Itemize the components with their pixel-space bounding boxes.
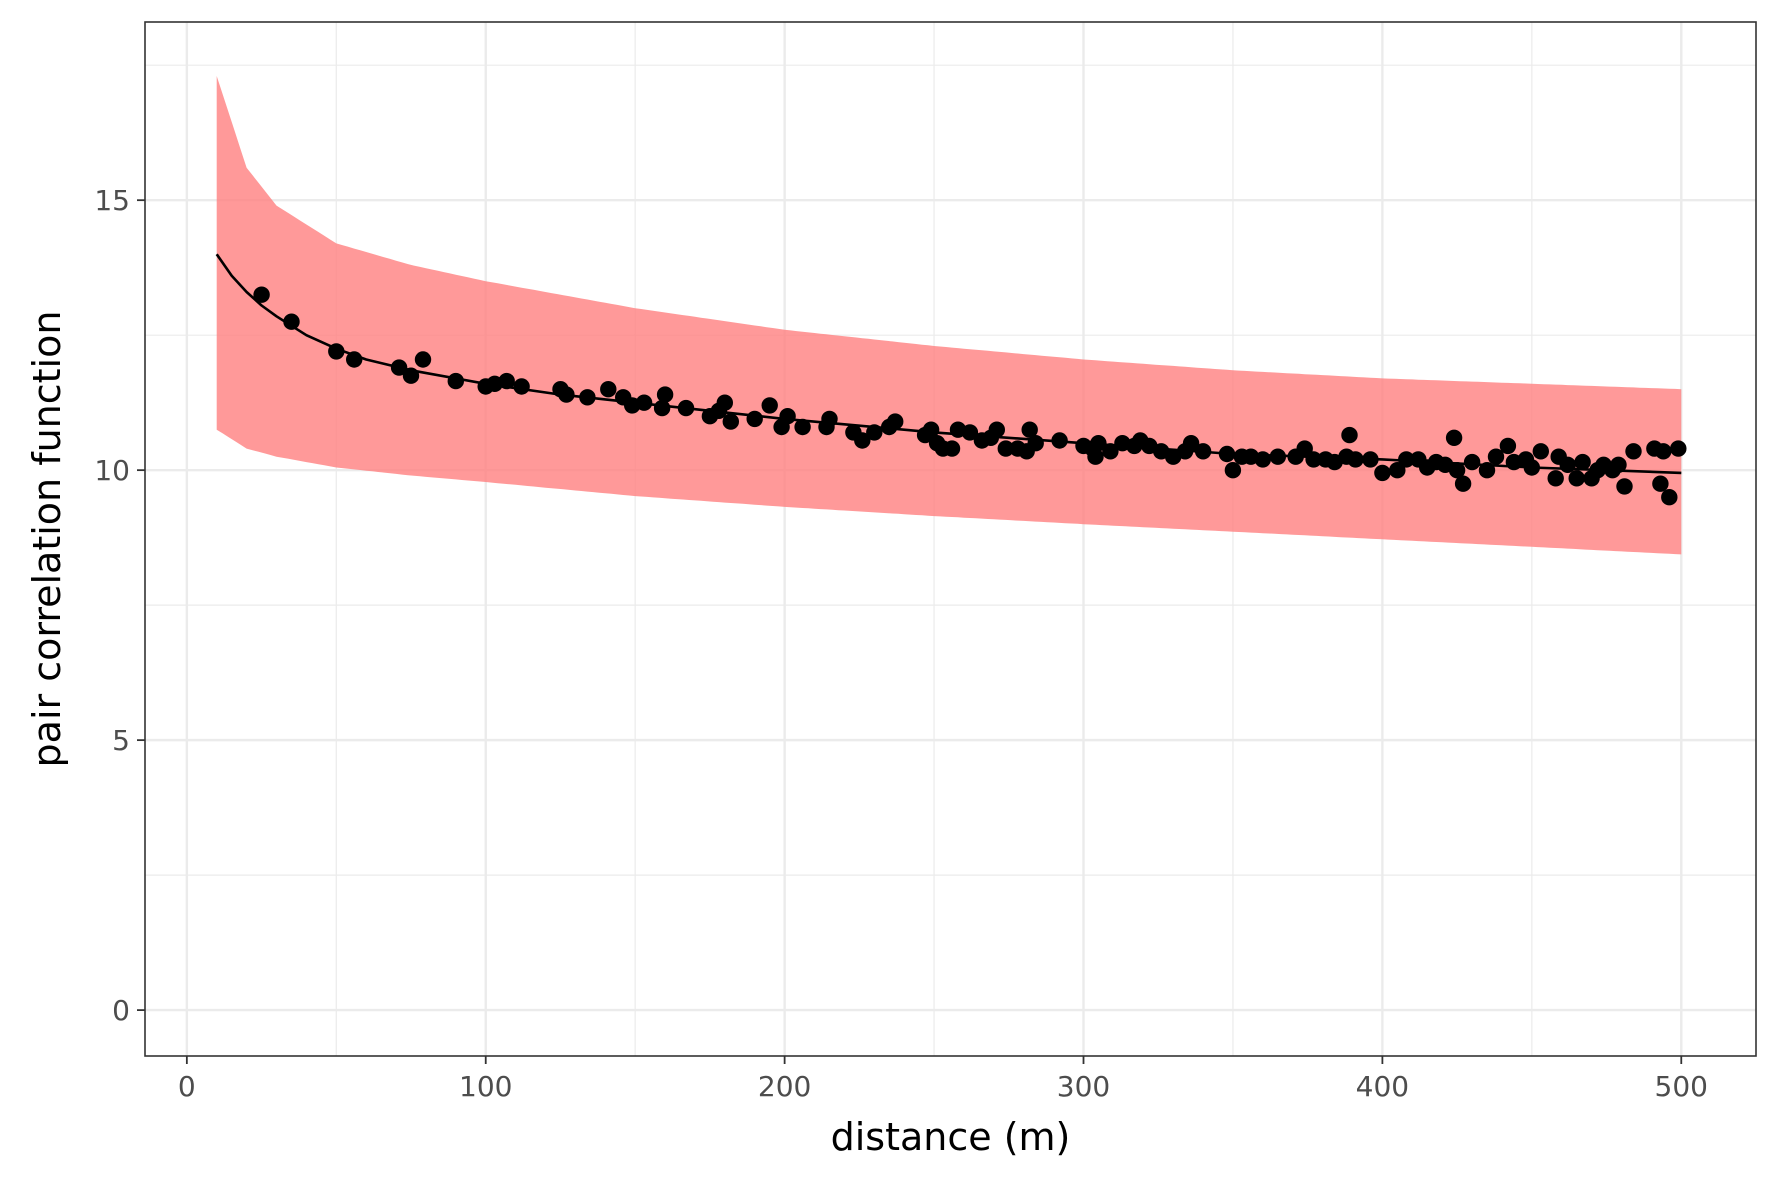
data-point [1051, 432, 1068, 449]
confidence-band-layer [216, 76, 1682, 555]
data-point [346, 351, 363, 368]
data-point [961, 424, 979, 441]
data-point [328, 343, 345, 360]
data-point [779, 408, 796, 425]
data-point [390, 359, 408, 376]
data-point [253, 286, 270, 303]
data-point [1454, 475, 1472, 492]
data-point [1670, 440, 1687, 457]
data-point [1374, 464, 1391, 482]
data-point [1389, 462, 1406, 479]
data-point [677, 399, 695, 417]
data-point [1341, 426, 1358, 444]
x-tick-label: 400 [1356, 1070, 1409, 1103]
data-point [402, 367, 420, 384]
x-tick-label: 200 [758, 1070, 811, 1103]
data-point [558, 386, 575, 403]
data-point [656, 386, 674, 403]
data-point [722, 413, 739, 430]
x-tick-label: 500 [1655, 1070, 1708, 1103]
data-point [794, 418, 811, 436]
data-point [600, 381, 617, 398]
data-point [1532, 443, 1550, 460]
data-point [1087, 448, 1104, 465]
data-point [1347, 451, 1364, 468]
panel-border [144, 21, 1757, 1057]
data-point [1574, 453, 1591, 471]
data-point [1224, 462, 1242, 479]
data-point [414, 351, 432, 368]
data-point [1021, 421, 1038, 438]
data-point [1478, 462, 1496, 479]
data-point [1296, 440, 1313, 457]
data-point [1547, 470, 1564, 487]
y-tick-label: 0 [112, 994, 130, 1027]
data-point [1568, 470, 1585, 487]
data-point [1027, 435, 1044, 452]
confidence-band [216, 76, 1682, 555]
data-point [943, 440, 961, 457]
data-point [635, 394, 653, 411]
data-point [887, 413, 904, 430]
x-axis-title: distance (m) [831, 1115, 1071, 1159]
data-point [854, 432, 871, 449]
data-point [1448, 462, 1466, 479]
data-point [447, 372, 464, 390]
data-point [1090, 435, 1107, 452]
data-point [1269, 448, 1287, 465]
data-point [1487, 448, 1505, 465]
data-point [1194, 443, 1212, 460]
data-point [1523, 459, 1541, 476]
data-points-layer [253, 286, 1687, 506]
data-point [1625, 443, 1642, 460]
data-point [1305, 451, 1322, 468]
data-point [1463, 453, 1481, 471]
x-tick-label: 0 [178, 1070, 196, 1103]
data-point [988, 421, 1005, 438]
data-point [498, 372, 515, 390]
data-point [761, 397, 778, 414]
data-point [1102, 443, 1119, 460]
y-tick-label: 15 [94, 184, 130, 217]
y-tick-label: 10 [94, 454, 130, 487]
data-point [283, 313, 300, 330]
axes: 0 100 200 300 400 500 0 5 10 15 [94, 184, 1708, 1103]
x-tick-label: 300 [1057, 1070, 1110, 1103]
data-point [1398, 451, 1415, 468]
data-point [1445, 429, 1463, 446]
data-point [1616, 478, 1633, 495]
data-point [922, 421, 940, 438]
data-point [1661, 489, 1678, 506]
data-point [1362, 451, 1379, 468]
data-point [866, 424, 883, 441]
data-point [997, 440, 1014, 457]
data-point [1254, 451, 1272, 468]
data-point [1655, 443, 1672, 460]
data-point [1218, 445, 1236, 463]
data-point [1182, 435, 1200, 452]
data-point [579, 389, 596, 406]
data-point [513, 378, 530, 395]
data-point [653, 399, 671, 417]
y-axis-title: pair correlation function [25, 311, 69, 768]
data-point [1559, 456, 1576, 473]
y-tick-label: 5 [112, 724, 130, 757]
data-point [1499, 437, 1517, 455]
data-point [1652, 475, 1669, 492]
x-tick-label: 100 [459, 1070, 512, 1103]
data-point [1610, 456, 1627, 473]
data-point [821, 410, 838, 428]
data-point [746, 410, 763, 428]
data-point [716, 394, 733, 411]
